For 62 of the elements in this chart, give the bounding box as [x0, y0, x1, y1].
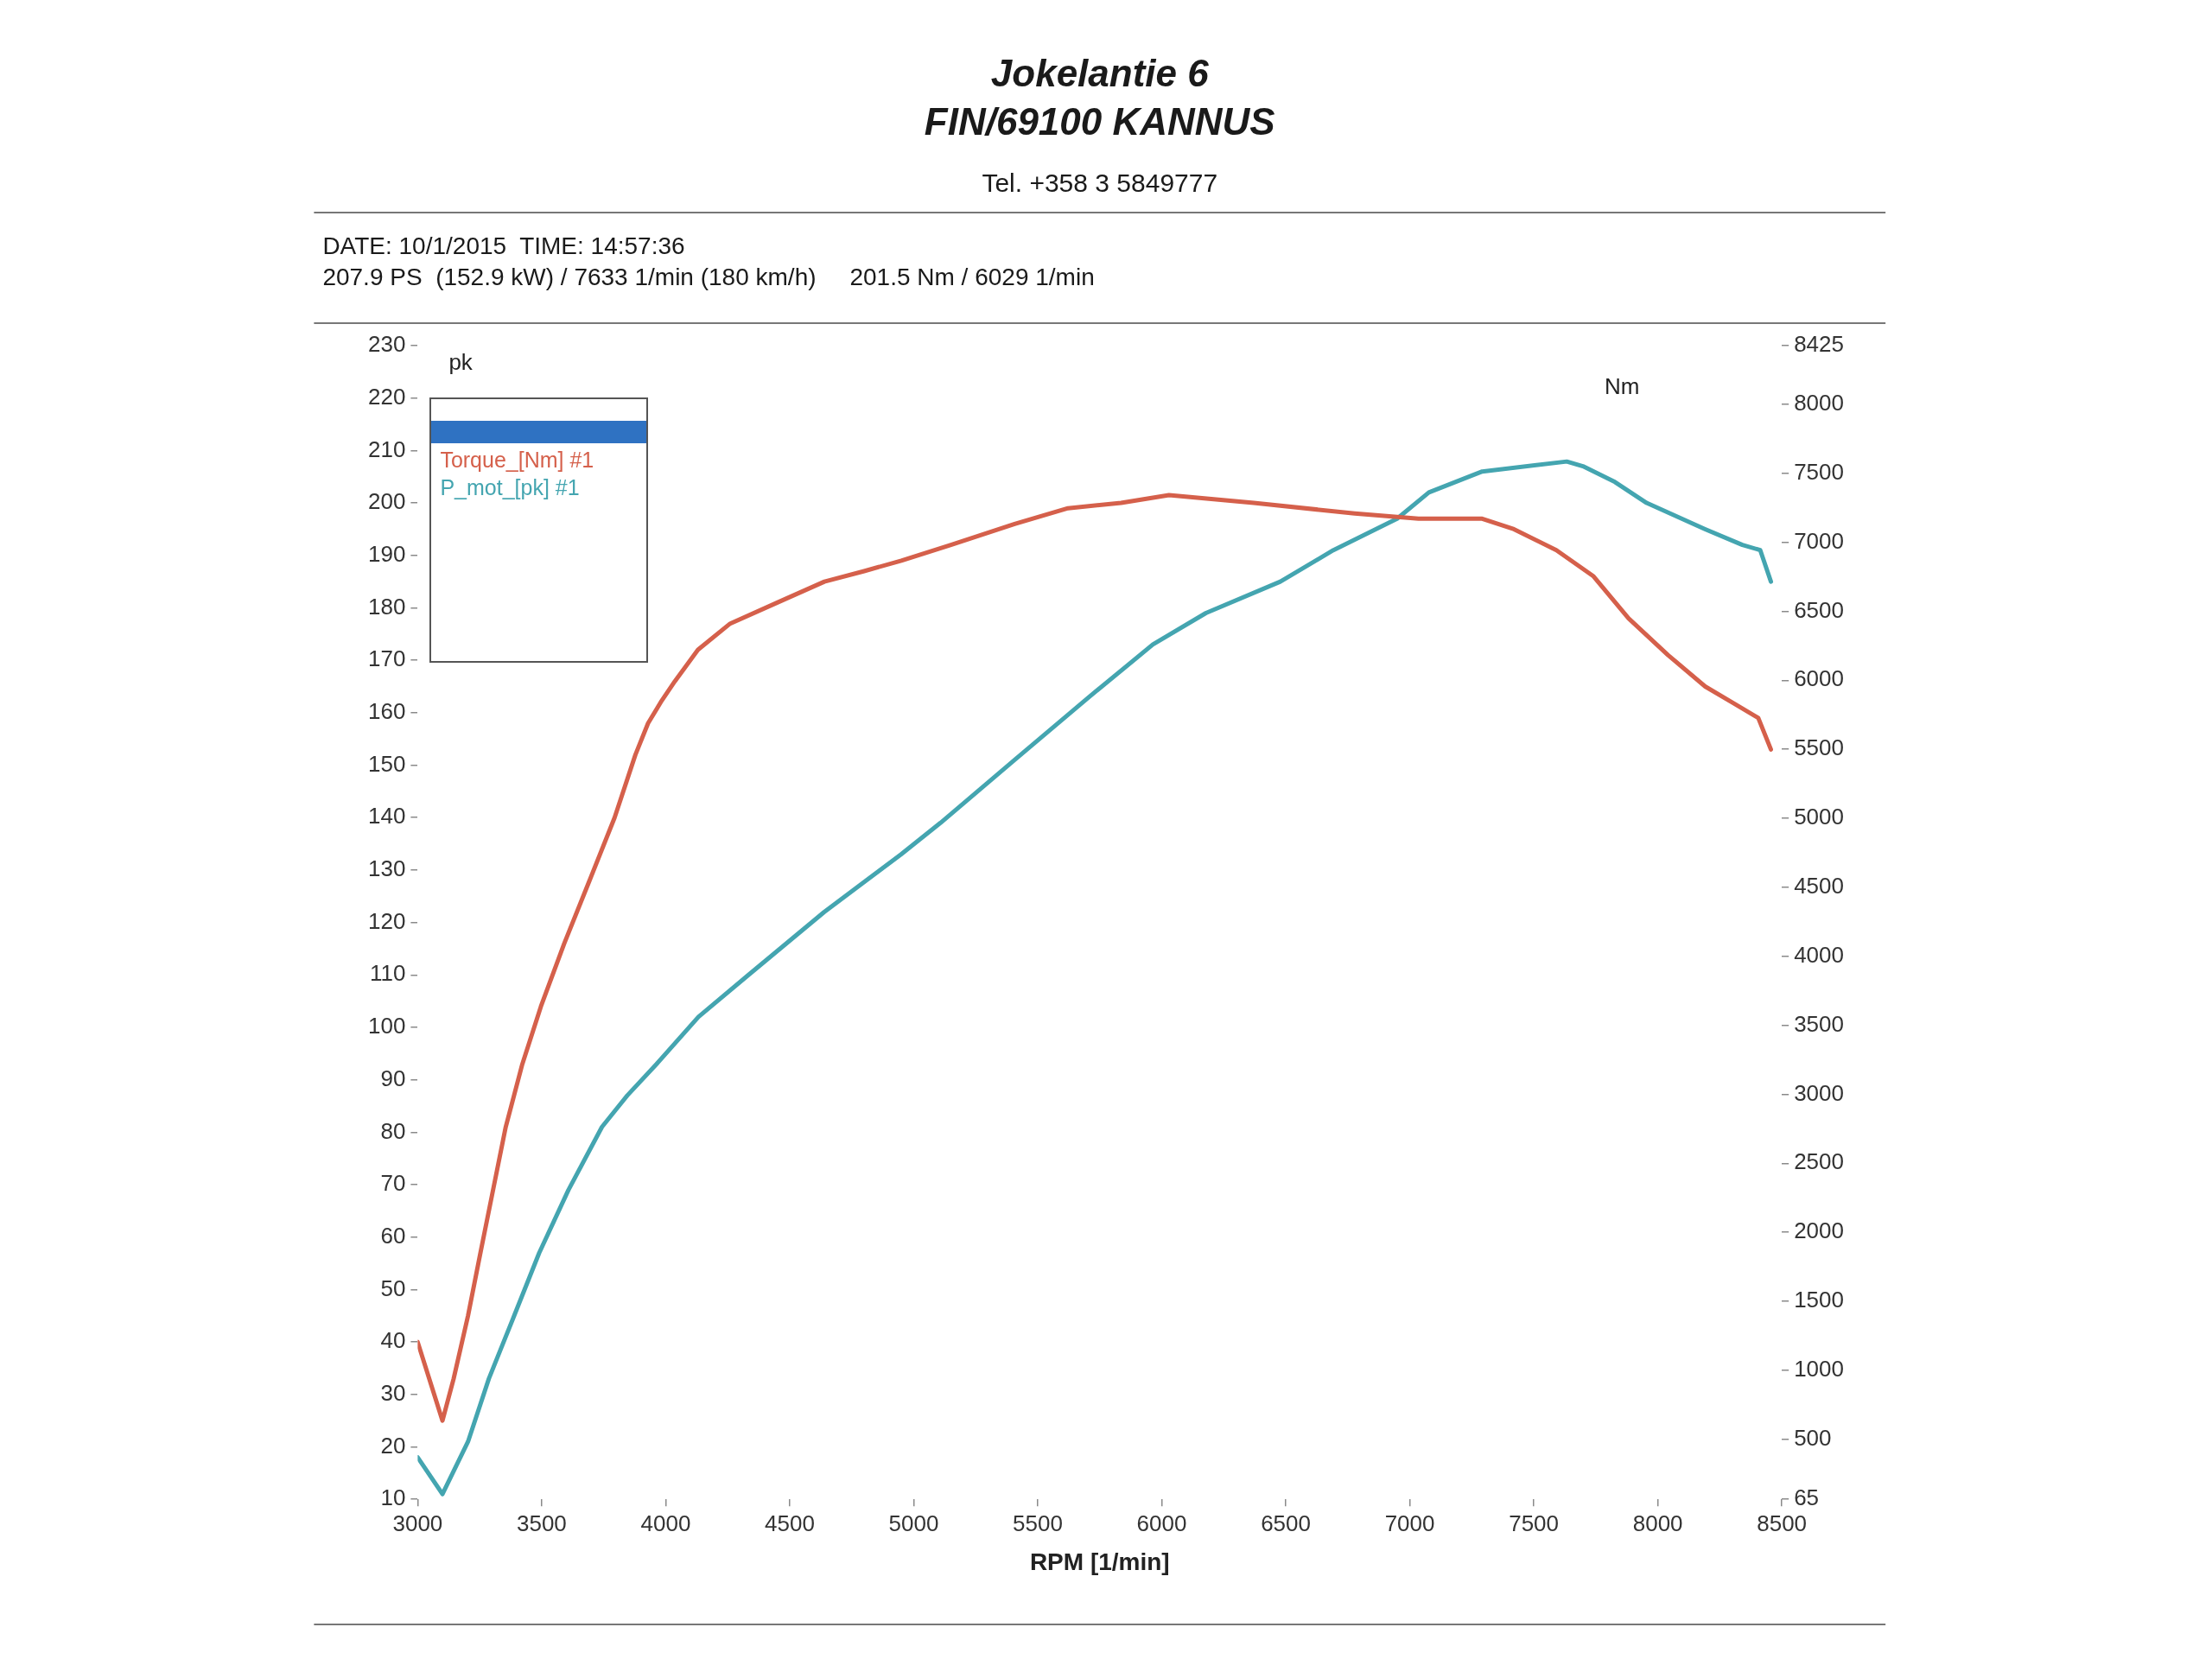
y2-tick-label: 5000 — [1794, 804, 1844, 830]
x-tick-label: 7500 — [1509, 1510, 1560, 1536]
y-tick-label: 230 — [367, 331, 406, 358]
y2-tick-label: 1000 — [1794, 1356, 1844, 1382]
y-tick-label: 70 — [380, 1170, 406, 1197]
x-tick-label: 6500 — [1261, 1510, 1311, 1536]
y2-tick-label: 4000 — [1794, 941, 1844, 968]
y2-tick-label: 7000 — [1794, 527, 1844, 554]
x-tick-label: 3500 — [516, 1510, 567, 1536]
y-tick-label: 100 — [367, 1013, 406, 1039]
y2-tick-label: 6500 — [1794, 596, 1844, 623]
chart-title: Jokelantie 6 — [990, 52, 1210, 94]
y-tick-label: 20 — [380, 1432, 406, 1459]
y2-tick-label: 6000 — [1794, 665, 1844, 692]
x-tick-label: 5000 — [888, 1510, 939, 1536]
y-tick-label: 220 — [367, 383, 406, 410]
y-tick-label: 210 — [367, 435, 406, 462]
y-tick-label: 50 — [380, 1274, 406, 1301]
y2-tick-label: 3500 — [1794, 1010, 1844, 1037]
text: Tel. +358 3 5849777 — [982, 168, 1218, 197]
y-tick-label: 120 — [367, 907, 406, 934]
text: DATE: 10/1/2015 TIME: 14:57:36 — [322, 232, 685, 259]
y-tick-label: 30 — [380, 1379, 406, 1406]
x-tick-label: 3000 — [392, 1510, 443, 1536]
y-tick-label: 60 — [380, 1222, 406, 1249]
y2-tick-label: 8000 — [1794, 390, 1844, 416]
y2-axis-title: Nm — [1604, 373, 1640, 399]
x-tick-label: 6000 — [1136, 1510, 1187, 1536]
y-tick-label: 190 — [367, 540, 406, 567]
y2-tick-label: 2000 — [1794, 1217, 1844, 1244]
legend-panel: Torque_[Nm] #1 P_mot_[pk] #1 — [429, 397, 648, 664]
text: 207.9 PS (152.9 kW) / 7633 1/min (180 km/h) 201.5 Nm / 6029 1/min — [322, 264, 1095, 290]
y-tick-label: 160 — [367, 698, 406, 725]
y-tick-label: 40 — [380, 1327, 406, 1354]
y-tick-label: 10 — [380, 1484, 406, 1511]
y-tick-label: 180 — [367, 593, 406, 620]
y2-tick-label: 5500 — [1794, 734, 1844, 761]
y-tick-label: 140 — [367, 803, 406, 830]
y2-tick-label: 7500 — [1794, 458, 1844, 485]
y-tick-label: 150 — [367, 750, 406, 777]
y2-tick-label: 8425 — [1794, 331, 1844, 358]
y-tick-label: 110 — [369, 960, 406, 987]
x-tick-label: 4000 — [640, 1510, 691, 1536]
x-tick-label: 7000 — [1384, 1510, 1435, 1536]
y2-tick-label: 4500 — [1794, 873, 1844, 899]
y-tick-label: 130 — [367, 855, 406, 882]
x-axis-title: RPM [1/min] — [1029, 1548, 1170, 1575]
x-tick-label: 4500 — [765, 1510, 815, 1536]
chart-subtitle: FIN/69100 KANNUS — [924, 100, 1275, 143]
y-tick-label: 200 — [367, 488, 406, 515]
y2-tick-label: 3000 — [1794, 1079, 1844, 1106]
x-tick-label: 8000 — [1632, 1510, 1683, 1536]
x-tick-label: 5500 — [1013, 1510, 1063, 1536]
y-tick-label: 170 — [367, 645, 406, 672]
y-axis-title: pk — [448, 349, 474, 375]
y2-tick-label: 1500 — [1794, 1287, 1844, 1313]
x-tick-label: 8500 — [1757, 1510, 1808, 1536]
y-tick-label: 90 — [380, 1065, 406, 1091]
y2-tick-label: 500 — [1794, 1424, 1832, 1451]
y-tick-label: 80 — [380, 1117, 406, 1144]
y2-tick-label: 65 — [1794, 1484, 1820, 1511]
y2-tick-label: 2500 — [1794, 1148, 1844, 1175]
